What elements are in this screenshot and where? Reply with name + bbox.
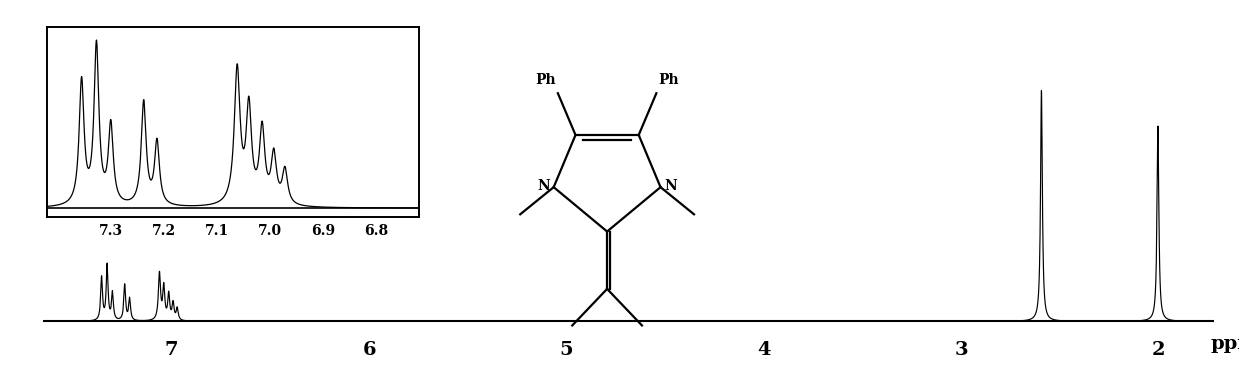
Text: Ph: Ph: [658, 73, 679, 87]
Text: ppm: ppm: [1211, 335, 1239, 353]
Text: N: N: [664, 179, 676, 193]
Text: N: N: [538, 179, 550, 193]
Text: Ph: Ph: [535, 73, 556, 87]
